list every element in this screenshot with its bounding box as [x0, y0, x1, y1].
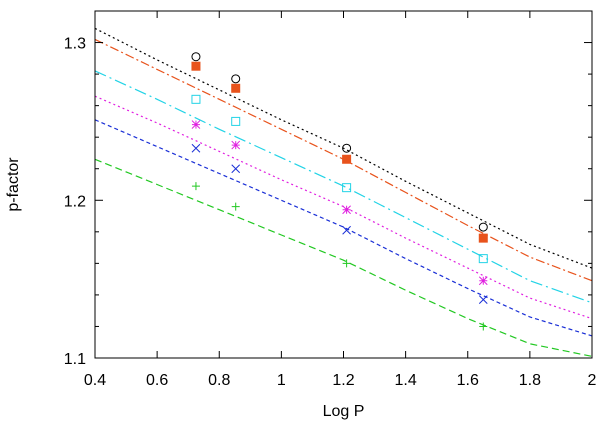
series-cyan-point	[342, 183, 352, 193]
series-cyan-point	[191, 94, 201, 104]
x-tick-label: 0.4	[84, 372, 106, 389]
x-tick-label: 1.2	[332, 372, 354, 389]
series-orange-point	[478, 233, 488, 243]
series-black-point	[191, 52, 201, 62]
series-cyan-point	[478, 254, 488, 264]
x-tick-label: 0.8	[208, 372, 230, 389]
x-tick-label: 1	[277, 372, 286, 389]
x-tick-label: 2	[588, 372, 597, 389]
x-tick-label: 0.6	[146, 372, 168, 389]
series-magenta-point	[231, 140, 241, 150]
series-magenta-point	[342, 205, 351, 215]
x-axis-title: Log P	[323, 403, 365, 420]
ticks-layer	[94, 11, 593, 359]
series-black-curve	[94, 27, 593, 269]
x-tick-label: 1.4	[395, 372, 417, 389]
series-green-point	[231, 202, 240, 211]
series-magenta-point	[191, 120, 201, 129]
series-black-point	[478, 222, 488, 232]
y-tick-label: 1.1	[64, 351, 86, 368]
series-blue-point	[191, 143, 201, 153]
series-orange-point	[191, 61, 201, 71]
series-blue-point	[231, 164, 241, 174]
series-black-point	[342, 143, 352, 153]
series-blue-point	[478, 295, 488, 304]
series-blue-curve	[94, 119, 593, 337]
y-axis-title: p-factor	[5, 157, 22, 212]
series-magenta-curve	[94, 95, 593, 320]
series-magenta-point	[478, 276, 488, 286]
markers-layer	[191, 52, 488, 331]
x-tick-label: 1.8	[519, 372, 541, 389]
y-tick-label: 1.2	[64, 193, 86, 210]
series-cyan-curve	[94, 70, 593, 304]
x-tick-label: 1.6	[457, 372, 479, 389]
curves-layer	[94, 27, 593, 357]
series-orange-point	[342, 154, 352, 164]
series-blue-point	[342, 225, 351, 235]
series-green-point	[191, 182, 200, 191]
series-green-point	[479, 322, 488, 331]
series-green-point	[342, 259, 351, 268]
series-black-point	[231, 74, 241, 84]
labels-layer: 0.4 0.6 0.8 1 1.2 1.4 1.6 1.8 2 1.1 1.2 1.3	[64, 36, 597, 389]
series-orange-point	[231, 83, 241, 93]
plot-frame	[94, 10, 593, 359]
series-green-curve	[94, 158, 593, 357]
y-tick-label: 1.3	[64, 36, 86, 53]
series-cyan-point	[231, 116, 241, 126]
